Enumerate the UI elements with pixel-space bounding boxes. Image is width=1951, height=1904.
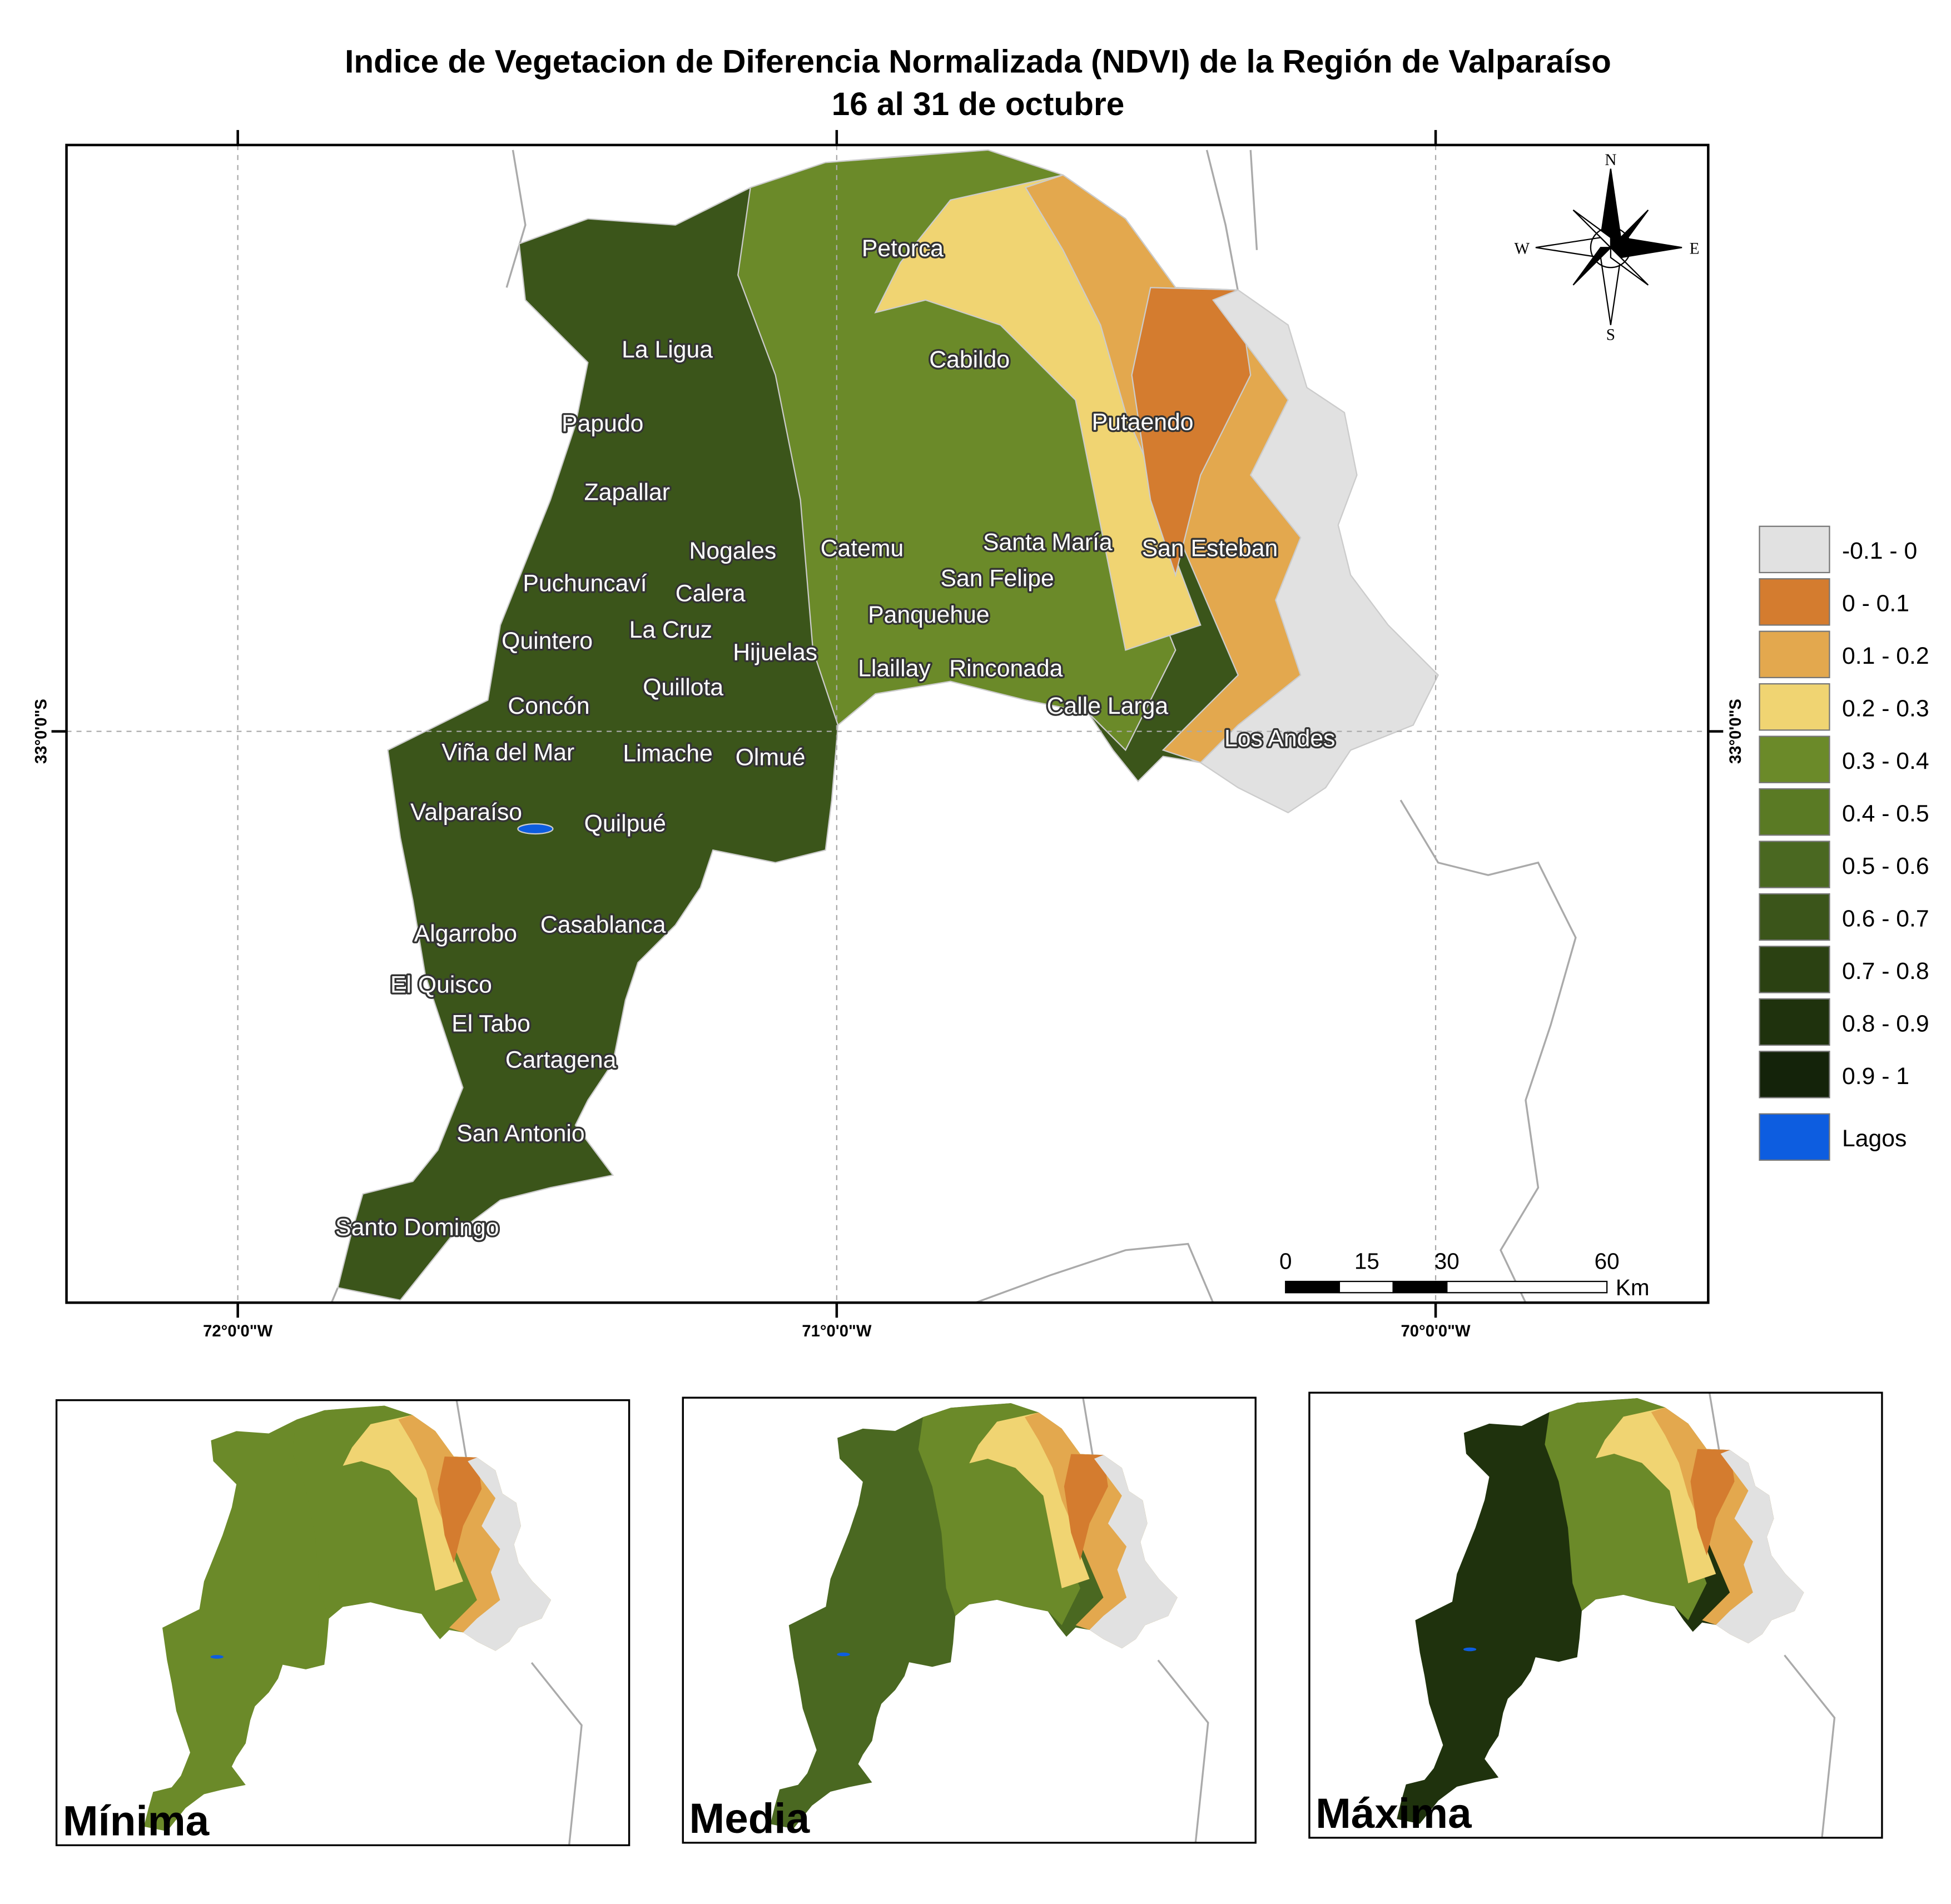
place-label: Rinconada	[949, 655, 1063, 682]
place-label: Quillota	[643, 674, 723, 700]
inset-frame	[1308, 1391, 1883, 1839]
place-label: Olmué	[736, 744, 806, 770]
title: Indice de Vegetacion de Diferencia Norma…	[345, 43, 1611, 122]
place-label: Papudo	[562, 410, 643, 437]
inset-frame	[55, 1399, 631, 1846]
legend-swatch	[1759, 735, 1830, 783]
place-label: Putaendo	[1092, 409, 1194, 436]
title-line: Indice de Vegetacion de Diferencia Norma…	[345, 43, 1611, 79]
legend-label: Lagos	[1842, 1125, 1907, 1152]
scale-label: 15	[1354, 1249, 1379, 1274]
place-label: Llaillay	[858, 655, 931, 682]
place-label: El Quisco	[390, 972, 492, 998]
scale-label: 0	[1279, 1249, 1292, 1274]
place-label: La Ligua	[622, 336, 713, 363]
legend: -0.1 - 0 0 - 0.1 0.1 - 0.2 0.2 - 0.3 0.3 - 0…	[1759, 525, 1929, 1161]
inset-label: Máxima	[1315, 1790, 1472, 1837]
legend-swatch	[1759, 578, 1830, 626]
main-map	[66, 145, 1709, 1303]
place-label: San Felipe	[941, 565, 1054, 592]
inset-map	[1397, 1393, 1836, 1838]
inset-label: Mínima	[63, 1797, 210, 1845]
compass-letter: E	[1690, 240, 1700, 258]
legend-label: 0.9 - 1	[1842, 1063, 1909, 1090]
place-label: Petorca	[862, 235, 944, 262]
legend-swatch	[1759, 1113, 1830, 1161]
place-label: Zapallar	[584, 479, 670, 506]
legend-label: 0.4 - 0.5	[1842, 800, 1929, 827]
latitude-label: 33°0'0"S	[33, 699, 51, 764]
legend-label: 0.1 - 0.2	[1842, 643, 1929, 669]
map-frame	[65, 143, 1710, 1304]
scale-unit: Km	[1616, 1275, 1650, 1300]
longitude-label: 71°0'0"W	[802, 1323, 871, 1340]
place-label: Algarrobo	[414, 920, 517, 947]
place-label: Catemu	[821, 535, 904, 562]
region	[143, 1405, 552, 1832]
compass-letter: S	[1606, 326, 1615, 344]
place-label: Santa María	[983, 529, 1113, 555]
place-label: Quilpué	[584, 810, 666, 837]
inset-map	[770, 1398, 1209, 1843]
scale-bar: 0 15 30 60 Km	[1279, 1249, 1650, 1300]
legend-label: 0 - 0.1	[1842, 590, 1909, 617]
inset-label: Media	[689, 1795, 810, 1842]
place-labels: Petorca La Ligua Cabildo Papudo Putaendo Zapa…	[334, 233, 1337, 1243]
title-line: 16 al 31 de octubre	[832, 86, 1124, 122]
legend-label: 0.7 - 0.8	[1842, 958, 1929, 985]
place-label: Viña del Mar	[441, 739, 574, 765]
legend-swatch	[1759, 683, 1830, 731]
place-label: Quintero	[502, 628, 593, 654]
place-label: San Esteban	[1142, 535, 1278, 562]
legend-label: 0.6 - 0.7	[1842, 905, 1929, 932]
region	[770, 1403, 1178, 1829]
legend-swatch	[1759, 841, 1830, 888]
place-label: Nogales	[689, 538, 777, 564]
inset-map	[143, 1400, 583, 1846]
place-label: Concón	[508, 693, 589, 719]
inset-frame	[682, 1396, 1257, 1844]
latitude-label: 33°0'0"S	[1727, 699, 1745, 764]
place-label: La Cruz	[629, 617, 713, 643]
longitude-label: 70°0'0"W	[1401, 1323, 1471, 1340]
compass-letter: W	[1514, 240, 1530, 258]
legend-swatch	[1759, 525, 1830, 574]
legend-label: 0.8 - 0.9	[1842, 1010, 1929, 1037]
scale-label: 60	[1595, 1249, 1620, 1274]
place-label: Hijuelas	[733, 639, 817, 665]
legend-swatch	[1759, 946, 1830, 993]
place-label: Calera	[676, 580, 746, 607]
place-label: Cartagena	[505, 1047, 617, 1073]
place-label: Calle Larga	[1047, 693, 1169, 719]
longitude-label: 72°0'0"W	[203, 1323, 272, 1340]
scale-label: 30	[1434, 1249, 1459, 1274]
legend-label: -0.1 - 0	[1842, 538, 1917, 564]
legend-swatch	[1759, 893, 1830, 941]
legend-swatch	[1759, 630, 1830, 679]
legend-label: 0.5 - 0.6	[1842, 853, 1929, 879]
place-label: Panquehue	[868, 601, 990, 628]
place-label: Limache	[623, 740, 712, 767]
region	[1397, 1398, 1804, 1824]
legend-label: 0.2 - 0.3	[1842, 695, 1929, 722]
place-label: San Antonio	[456, 1120, 584, 1147]
place-label: Santo Domingo	[335, 1214, 499, 1241]
place-label: Los Andes	[1224, 725, 1336, 752]
legend-label: 0.3 - 0.4	[1842, 748, 1929, 774]
legend-swatch	[1759, 998, 1830, 1046]
legend-swatch	[1759, 1051, 1830, 1098]
legend-swatch	[1759, 788, 1830, 836]
place-label: Puchuncaví	[523, 570, 647, 597]
insets: Mínima Media Máxima	[55, 1391, 1883, 1846]
place-label: Casablanca	[540, 912, 666, 938]
compass-letter: N	[1605, 151, 1616, 169]
place-label: El Tabo	[451, 1010, 530, 1037]
place-label: Valparaíso	[410, 799, 522, 826]
place-label: Cabildo	[929, 346, 1010, 373]
compass: N S E W	[1514, 151, 1699, 344]
